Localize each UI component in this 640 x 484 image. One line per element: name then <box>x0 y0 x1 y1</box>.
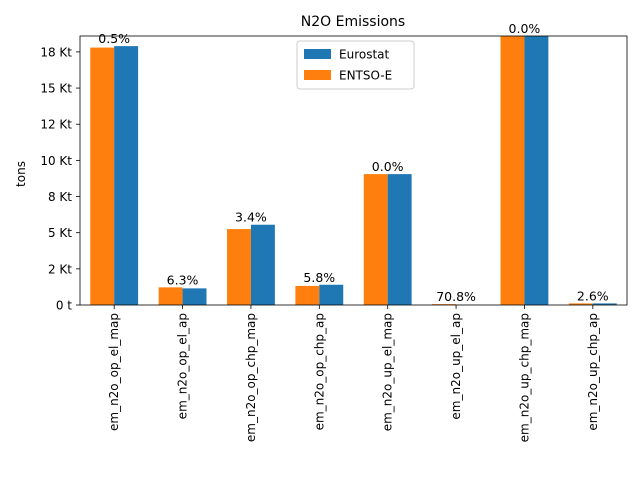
bar-entso-e-4 <box>364 174 388 305</box>
y-tick-label-6: 15 Kt <box>40 82 72 96</box>
legend: Eurostat ENTSO-E <box>297 41 414 89</box>
x-tick-label-2: em_n2o_op_chp_map <box>244 313 258 442</box>
bar-eurostat-2 <box>251 225 275 305</box>
x-tick-label-0: em_n2o_op_el_map <box>107 313 121 431</box>
x-tick-label-6: em_n2o_up_chp_map <box>517 313 531 442</box>
x-tick-label-1: em_n2o_op_el_ap <box>176 313 190 419</box>
bar-label-4: 0.0% <box>372 159 404 174</box>
bar-label-5: 70.8% <box>436 289 476 304</box>
bar-label-7: 2.6% <box>577 288 609 303</box>
bar-entso-e-0 <box>90 48 114 305</box>
y-tick-label-7: 18 Kt <box>40 45 72 59</box>
bar-eurostat-6 <box>524 36 548 305</box>
y-axis-label: tons <box>14 161 28 187</box>
y-tick-label-5: 12 Kt <box>40 118 72 132</box>
bar-label-6: 0.0% <box>509 21 541 36</box>
bar-eurostat-0 <box>114 46 138 305</box>
bar-label-0: 0.5% <box>98 31 130 46</box>
bar-label-3: 5.8% <box>303 270 335 285</box>
bar-label-2: 3.4% <box>235 210 267 225</box>
y-tick-label-3: 8 Kt <box>48 190 72 204</box>
legend-swatch-0 <box>304 49 331 59</box>
legend-swatch-1 <box>304 70 331 80</box>
chart-title: N2O Emissions <box>301 14 405 30</box>
x-tick-label-5: em_n2o_up_el_ap <box>449 313 463 420</box>
bar-entso-e-1 <box>159 287 183 305</box>
bar-entso-e-6 <box>501 36 525 305</box>
bar-eurostat-3 <box>319 285 343 305</box>
bar-eurostat-1 <box>183 288 207 305</box>
bar-eurostat-4 <box>388 174 412 305</box>
x-tick-label-7: em_n2o_up_chp_ap <box>586 313 600 431</box>
bar-entso-e-3 <box>295 286 319 305</box>
legend-label-0: Eurostat <box>339 48 390 62</box>
y-tick-label-2: 5 Kt <box>48 226 72 240</box>
x-tick-label-3: em_n2o_op_chp_ap <box>312 313 326 430</box>
y-tick-label-0: 0 t <box>56 299 72 313</box>
legend-label-1: ENTSO-E <box>339 69 392 83</box>
y-tick-label-4: 10 Kt <box>40 154 72 168</box>
x-tick-label-4: em_n2o_up_el_map <box>381 313 395 431</box>
bar-entso-e-2 <box>227 229 251 305</box>
y-tick-label-1: 2 Kt <box>48 262 72 276</box>
bar-label-1: 6.3% <box>167 272 199 287</box>
